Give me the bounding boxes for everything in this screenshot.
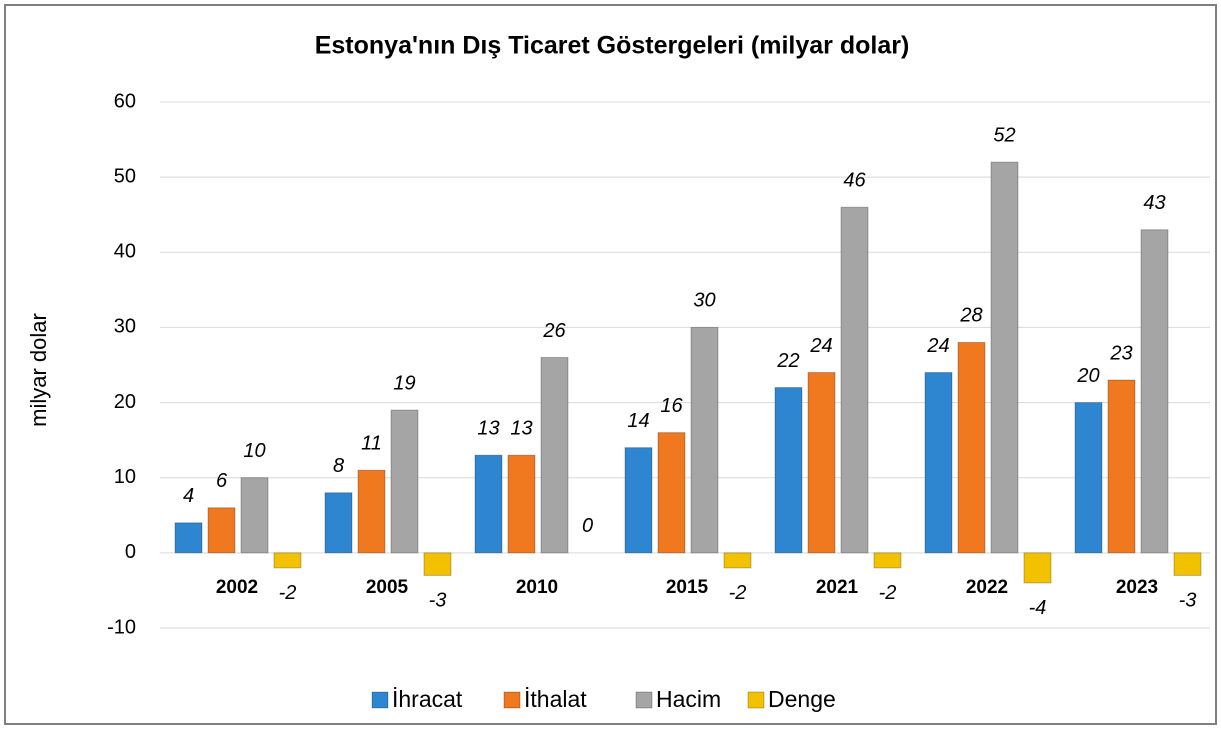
bar <box>873 552 902 569</box>
data-label: 23 <box>1109 342 1132 364</box>
data-label: 26 <box>542 320 566 342</box>
bar <box>657 432 686 554</box>
bar <box>390 409 419 554</box>
x-tick-label: 2010 <box>516 577 558 598</box>
x-tick-label: 2023 <box>1116 577 1158 598</box>
bar <box>207 507 236 554</box>
bar <box>324 492 353 554</box>
legend-label: İthalat <box>524 686 587 712</box>
data-label: 24 <box>926 335 949 357</box>
data-label: 43 <box>1143 192 1165 214</box>
bar <box>723 552 752 569</box>
bar <box>924 372 953 554</box>
data-label: 14 <box>627 410 649 432</box>
legend-label: Hacim <box>656 686 721 712</box>
y-tick-label: 40 <box>114 241 136 263</box>
y-tick-label: 20 <box>114 391 136 413</box>
data-label: -3 <box>429 590 447 612</box>
x-tick-label: 2022 <box>966 577 1008 598</box>
data-label: -3 <box>1179 590 1197 612</box>
bar <box>507 454 536 554</box>
data-label: 20 <box>1076 365 1099 387</box>
data-label: 13 <box>477 417 499 439</box>
legend-label: Denge <box>768 686 836 712</box>
x-tick-label: 2021 <box>816 577 859 598</box>
legend-swatch <box>503 691 521 709</box>
data-label: -2 <box>279 582 297 604</box>
bar <box>174 522 203 554</box>
bar <box>240 477 269 554</box>
data-label: 11 <box>361 432 382 454</box>
data-label: 16 <box>660 395 683 417</box>
data-label: -2 <box>879 582 897 604</box>
bar <box>990 161 1019 554</box>
bar <box>273 552 302 569</box>
bar <box>357 469 386 554</box>
bar <box>1140 229 1169 554</box>
data-label: 13 <box>510 417 532 439</box>
bar <box>474 454 503 554</box>
data-label: 8 <box>333 455 344 477</box>
data-label: 0 <box>582 515 593 537</box>
x-tick-label: 2002 <box>216 577 258 598</box>
data-label: 22 <box>776 350 799 372</box>
y-axis-label: milyar dolar <box>26 313 51 427</box>
bar <box>807 372 836 554</box>
legend-swatch <box>747 691 765 709</box>
x-tick-label: 2015 <box>666 577 709 598</box>
legend-swatch <box>371 691 389 709</box>
bar <box>540 356 569 554</box>
data-label: 52 <box>993 124 1015 146</box>
data-label: 19 <box>393 372 415 394</box>
chart-title: Estonya'nın Dış Ticaret Göstergeleri (mi… <box>315 32 910 60</box>
bar <box>624 447 653 554</box>
data-label: -4 <box>1029 597 1047 619</box>
y-tick-label: 60 <box>114 90 136 112</box>
data-label: 46 <box>843 169 866 191</box>
bar <box>1107 379 1136 554</box>
bar <box>840 206 869 554</box>
data-label: 24 <box>809 335 832 357</box>
bar <box>774 387 803 554</box>
y-tick-label: -10 <box>107 616 136 638</box>
legend-swatch <box>635 691 653 709</box>
data-label: 30 <box>693 290 715 312</box>
legend-label: İhracat <box>392 686 463 712</box>
data-label: -2 <box>729 582 747 604</box>
bar <box>1173 552 1202 576</box>
y-tick-label: 0 <box>125 541 136 563</box>
bar <box>1074 402 1103 554</box>
x-tick-label: 2005 <box>366 577 409 598</box>
data-label: 28 <box>959 305 982 327</box>
bar <box>423 552 452 576</box>
bar <box>1023 552 1052 584</box>
y-tick-label: 50 <box>114 165 136 187</box>
data-label: 10 <box>243 440 265 462</box>
y-tick-label: 30 <box>114 316 136 338</box>
bar <box>957 341 986 554</box>
bar <box>690 326 719 554</box>
y-tick-label: 10 <box>114 466 136 488</box>
data-label: 6 <box>216 470 228 492</box>
data-label: 4 <box>183 485 194 507</box>
